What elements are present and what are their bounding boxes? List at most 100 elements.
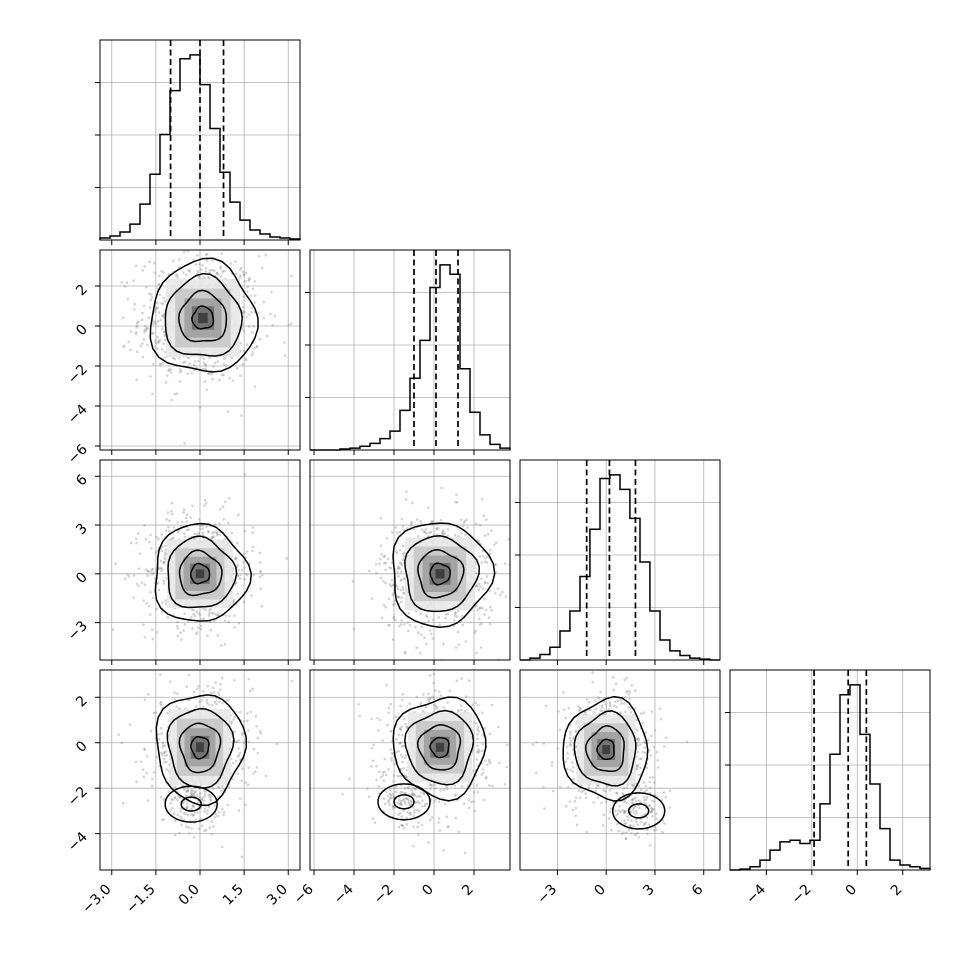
scatter-point bbox=[198, 795, 202, 799]
scatter-point bbox=[222, 813, 225, 817]
scatter-point bbox=[627, 828, 630, 832]
scatter-point bbox=[417, 794, 421, 798]
scatter-point bbox=[169, 680, 172, 684]
scatter-point bbox=[194, 818, 198, 821]
scatter-point bbox=[488, 784, 491, 787]
scatter-point bbox=[460, 677, 463, 680]
scatter-point bbox=[233, 626, 236, 629]
scatter-point bbox=[154, 345, 157, 348]
scatter-point bbox=[242, 273, 246, 277]
scatter-point bbox=[129, 348, 132, 352]
scatter-point bbox=[210, 832, 214, 836]
scatter-point bbox=[162, 315, 166, 319]
scatter-point bbox=[405, 816, 408, 820]
scatter-point bbox=[239, 274, 242, 278]
scatter-point bbox=[217, 612, 220, 615]
scatter-point bbox=[218, 533, 221, 537]
x-tick-label-3-0: −4 bbox=[743, 881, 769, 907]
scatter-point bbox=[477, 588, 481, 592]
scatter-point bbox=[188, 832, 191, 835]
scatter-point bbox=[506, 743, 509, 747]
scatter-point bbox=[643, 751, 647, 755]
scatter-point bbox=[256, 736, 260, 740]
scatter-point bbox=[404, 754, 408, 757]
scatter-point bbox=[122, 316, 125, 320]
scatter-point bbox=[400, 733, 404, 737]
scatter-point bbox=[213, 815, 217, 819]
scatter-point bbox=[247, 740, 251, 744]
scatter-point bbox=[635, 764, 638, 768]
scatter-point bbox=[402, 577, 406, 581]
scatter-point bbox=[245, 550, 249, 553]
scatter-point bbox=[635, 729, 639, 732]
scatter-point bbox=[414, 609, 418, 613]
scatter-point bbox=[244, 271, 248, 275]
scatter-point bbox=[182, 800, 186, 804]
scatter-point bbox=[210, 820, 213, 824]
scatter-point bbox=[649, 811, 653, 814]
scatter-point bbox=[408, 702, 412, 706]
scatter-point bbox=[290, 679, 294, 683]
scatter-point bbox=[212, 612, 215, 615]
scatter-point bbox=[127, 340, 131, 344]
scatter-point bbox=[611, 676, 615, 679]
scatter-point bbox=[652, 745, 656, 749]
scatter-point bbox=[430, 784, 434, 787]
scatter-point bbox=[220, 252, 223, 255]
scatter-point bbox=[415, 646, 418, 649]
scatter-point bbox=[145, 601, 149, 605]
scatter-point bbox=[383, 757, 387, 761]
scatter-point bbox=[237, 809, 241, 812]
scatter-point bbox=[215, 531, 219, 535]
scatter-point bbox=[442, 705, 445, 709]
scatter-point bbox=[161, 327, 164, 330]
scatter-point bbox=[649, 753, 653, 757]
scatter-point bbox=[426, 802, 429, 806]
scatter-point bbox=[186, 813, 190, 817]
scatter-point bbox=[217, 811, 221, 814]
scatter-point bbox=[249, 294, 252, 298]
scatter-point bbox=[578, 796, 582, 799]
scatter-point bbox=[172, 259, 175, 263]
scatter-point bbox=[389, 796, 392, 800]
scatter-point bbox=[391, 807, 395, 810]
scatter-point bbox=[498, 761, 501, 765]
scatter-point bbox=[630, 798, 634, 801]
scatter-point bbox=[120, 281, 123, 284]
scatter-point bbox=[413, 793, 417, 797]
scatter-point bbox=[211, 787, 215, 791]
scatter-point bbox=[400, 824, 404, 827]
scatter-point bbox=[159, 703, 163, 707]
scatter-point bbox=[189, 516, 192, 519]
scatter-point bbox=[453, 619, 456, 622]
scatter-point bbox=[135, 582, 139, 586]
scatter-point bbox=[402, 544, 405, 548]
scatter-point bbox=[222, 269, 226, 273]
scatter-point bbox=[257, 311, 260, 315]
scatter-point bbox=[177, 258, 181, 261]
scatter-point bbox=[242, 329, 246, 333]
scatter-point bbox=[196, 811, 199, 814]
scatter-point bbox=[442, 533, 445, 537]
scatter-point bbox=[381, 774, 385, 777]
scatter-point bbox=[143, 265, 146, 268]
scatter-point bbox=[475, 584, 478, 587]
scatter-point bbox=[180, 520, 184, 524]
scatter-point bbox=[384, 683, 388, 687]
scatter-point bbox=[578, 709, 581, 713]
scatter-point bbox=[231, 379, 235, 383]
scatter-point bbox=[643, 798, 646, 802]
scatter-point bbox=[387, 706, 391, 710]
scatter-point bbox=[614, 809, 617, 813]
scatter-point bbox=[481, 771, 485, 775]
scatter-point bbox=[176, 813, 180, 817]
scatter-point bbox=[198, 262, 201, 266]
scatter-point bbox=[227, 698, 231, 702]
scatter-point bbox=[217, 786, 221, 789]
scatter-point bbox=[240, 855, 244, 859]
scatter-point bbox=[222, 362, 226, 366]
contour-level-1 bbox=[167, 535, 238, 609]
scatter-point bbox=[157, 537, 160, 541]
scatter-point bbox=[239, 573, 242, 577]
scatter-point bbox=[230, 531, 234, 535]
